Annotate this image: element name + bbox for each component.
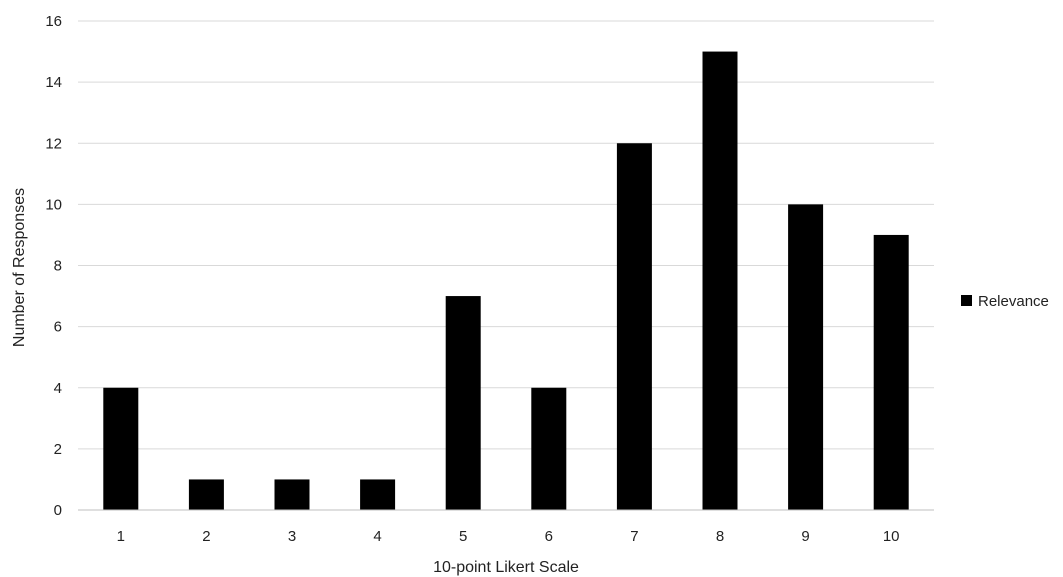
- y-tick-label: 14: [45, 74, 62, 91]
- x-tick-label: 6: [545, 528, 553, 545]
- y-tick-label: 10: [45, 196, 62, 213]
- bar-6: [531, 387, 567, 510]
- bar-5: [445, 296, 481, 510]
- y-tick-label: 0: [54, 502, 62, 519]
- bars: [103, 51, 909, 510]
- bar-2: [188, 479, 224, 510]
- bar-4: [360, 479, 396, 510]
- y-tick-label: 2: [54, 441, 62, 458]
- bar-10: [873, 234, 909, 510]
- y-axis-title: Number of Responses: [11, 188, 28, 347]
- bar-1: [103, 387, 139, 510]
- bar-3: [274, 479, 310, 510]
- bar-9: [788, 204, 824, 510]
- x-tick-label: 4: [373, 528, 381, 545]
- x-tick-label: 8: [716, 528, 724, 545]
- bar-8: [702, 51, 738, 510]
- x-axis-tick-labels: 1 2 3 4 5 6 7 8 9 10: [117, 528, 900, 545]
- bar-7: [616, 143, 652, 510]
- x-axis-title: 10-point Likert Scale: [433, 559, 579, 576]
- x-tick-label: 7: [630, 528, 638, 545]
- x-tick-label: 1: [117, 528, 125, 545]
- gridlines: [78, 20, 934, 450]
- legend-label-relevance: Relevance: [978, 293, 1049, 310]
- x-tick-label: 3: [288, 528, 296, 545]
- y-tick-label: 8: [54, 258, 62, 275]
- y-tick-label: 16: [45, 13, 62, 30]
- y-tick-label: 6: [54, 319, 62, 336]
- x-tick-label: 2: [202, 528, 210, 545]
- legend: Relevance: [961, 293, 1049, 310]
- x-tick-label: 10: [883, 528, 900, 545]
- x-tick-label: 5: [459, 528, 467, 545]
- y-tick-label: 12: [45, 135, 62, 152]
- legend-swatch-relevance: [961, 295, 972, 306]
- x-tick-label: 9: [801, 528, 809, 545]
- y-tick-label: 4: [54, 380, 62, 397]
- y-axis-tick-labels: 0 2 4 6 8 10 12 14 16: [45, 13, 62, 519]
